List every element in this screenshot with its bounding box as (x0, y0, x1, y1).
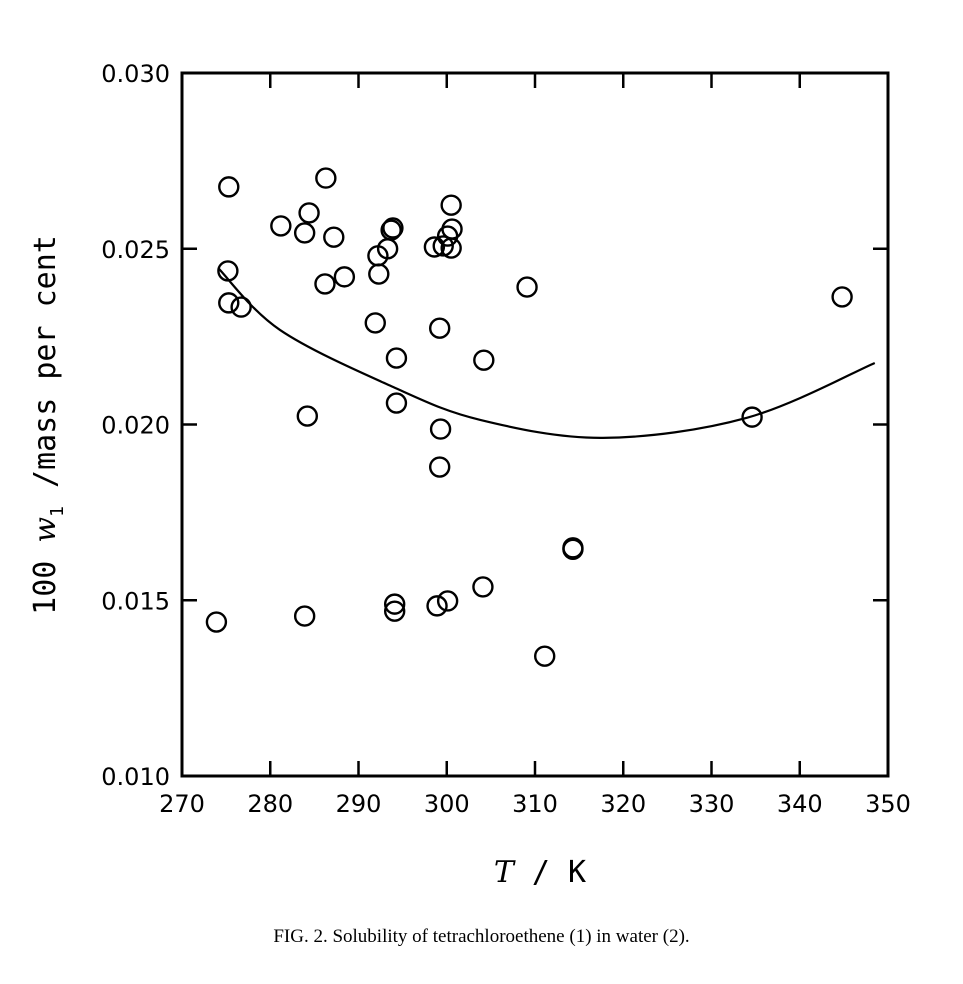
data-point (534, 645, 556, 667)
data-point (562, 538, 584, 560)
x-tick-label: 270 (159, 790, 205, 818)
x-tick-label: 290 (336, 790, 382, 818)
data-points (205, 167, 853, 667)
data-point (432, 235, 454, 257)
data-point (440, 194, 462, 216)
data-point (314, 273, 336, 295)
x-tick-label: 300 (424, 790, 470, 818)
data-point (473, 349, 495, 371)
plot-frame (180, 71, 890, 778)
data-point (315, 167, 337, 189)
data-point (205, 611, 228, 633)
x-tick-labels: 270 280 290 300 310 320 330 340 350 (159, 790, 911, 818)
data-point (270, 215, 292, 237)
data-point (323, 226, 345, 248)
data-point (428, 456, 451, 478)
y-tick-label: 0.020 (101, 412, 170, 440)
data-point (293, 222, 316, 244)
x-tick-label: 310 (512, 790, 558, 818)
data-point (831, 286, 853, 308)
x-tick-label: 330 (689, 790, 735, 818)
data-point (436, 590, 459, 612)
x-axis-title: T / K (494, 855, 586, 890)
data-point (423, 236, 446, 258)
data-point (230, 296, 252, 318)
y-tick-label: 0.015 (101, 587, 170, 615)
y-tick-label: 0.030 (101, 60, 170, 88)
data-point (429, 418, 452, 440)
figure-caption: FIG. 2. Solubility of tetrachloroethene … (273, 926, 690, 947)
data-point (218, 176, 240, 198)
data-point (516, 276, 538, 298)
data-point (218, 292, 240, 314)
data-point (296, 405, 319, 427)
data-point (426, 595, 448, 617)
data-point (333, 266, 356, 288)
data-point (741, 406, 763, 428)
data-point (383, 600, 406, 622)
data-point (428, 317, 451, 339)
fitted-curve (217, 267, 876, 439)
axis-ticks (180, 71, 890, 778)
x-tick-label: 280 (247, 790, 293, 818)
y-tick-label: 0.010 (101, 763, 170, 791)
data-point (383, 593, 406, 615)
x-tick-label: 320 (600, 790, 646, 818)
data-point (385, 347, 408, 369)
data-point (382, 217, 404, 239)
x-tick-label: 350 (865, 790, 911, 818)
data-point (217, 260, 239, 282)
data-point (368, 263, 390, 285)
data-point (364, 312, 386, 334)
data-point (293, 605, 316, 627)
y-tick-labels: 0.010 0.015 0.020 0.025 0.030 (101, 60, 170, 791)
x-tick-label: 340 (777, 790, 823, 818)
data-point (440, 237, 462, 259)
data-point (385, 392, 408, 414)
data-point (472, 576, 494, 598)
y-axis-title: 100 w1 /mass per cent (28, 235, 68, 615)
y-tick-label: 0.025 (101, 236, 170, 264)
data-point (298, 202, 320, 224)
data-point (380, 219, 402, 241)
